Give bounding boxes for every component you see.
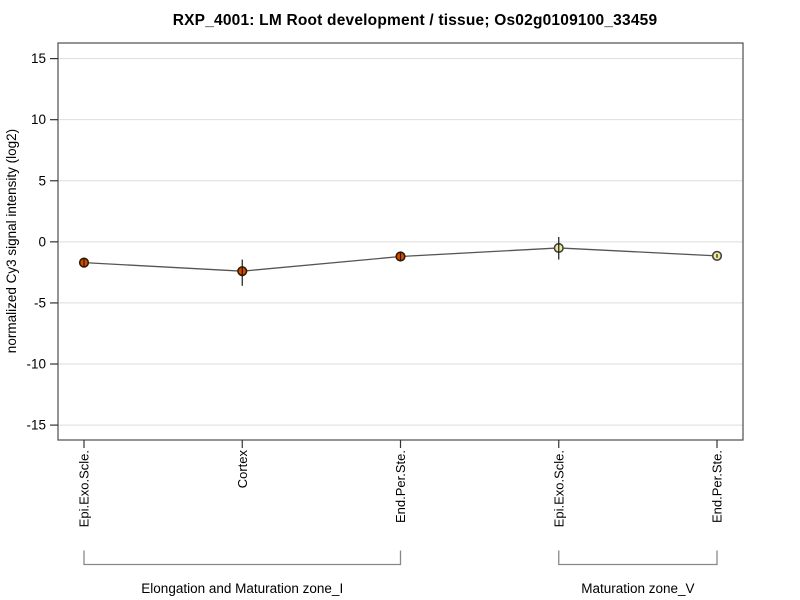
x-category-label: Epi.Exo.Scle. (77, 450, 92, 527)
x-category-label: End.Per.Ste. (393, 450, 408, 523)
group-bracket (83, 550, 402, 566)
group-label: Maturation zone_V (581, 581, 694, 596)
y-tick-label: 10 (31, 112, 46, 127)
x-category-label: Cortex (235, 450, 250, 489)
y-tick-label: 0 (38, 234, 46, 249)
x-category-label: Epi.Exo.Scle. (551, 450, 566, 527)
y-tick-label: -10 (26, 357, 46, 372)
y-tick-label: 15 (31, 51, 46, 66)
x-category-label: End.Per.Ste. (710, 450, 725, 523)
group-bracket (558, 550, 718, 566)
y-tick-label: -5 (34, 295, 46, 310)
chart-title: RXP_4001: LM Root development / tissue; … (172, 12, 658, 29)
y-tick-label: -15 (26, 418, 46, 433)
y-tick-label: 5 (38, 173, 46, 188)
group-label: Elongation and Maturation zone_I (141, 581, 343, 596)
